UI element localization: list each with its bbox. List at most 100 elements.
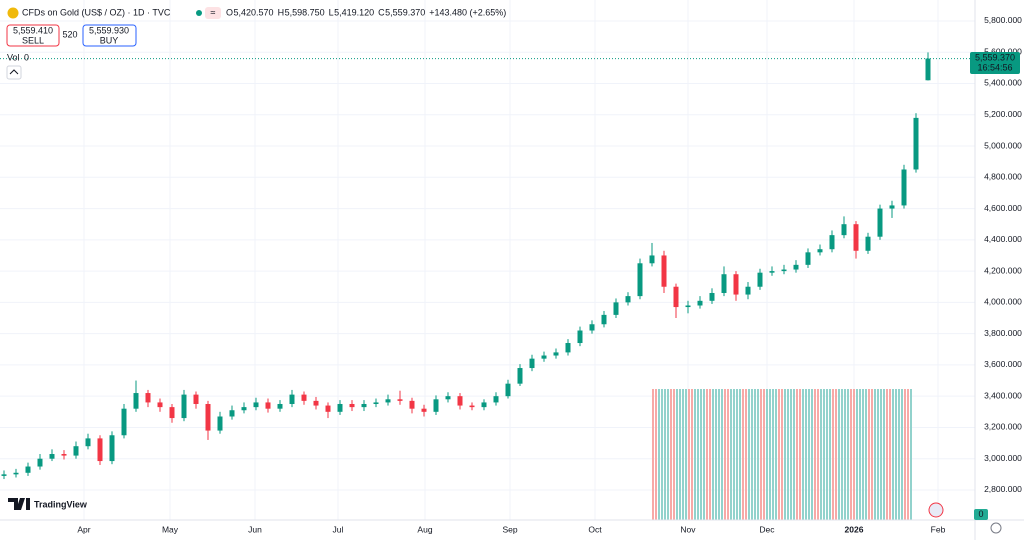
candle-body: [109, 435, 115, 462]
x-tick-label: Feb: [931, 524, 946, 534]
sell-price[interactable]: 5,559.410: [13, 25, 53, 35]
volume-stripe: [880, 389, 882, 520]
candle-body: [733, 274, 739, 295]
ohlc-legend: O 5,420.570 H 5,598.750 L 5,419.120 C 5,559.370…: [226, 7, 506, 17]
ohlc-key: H: [278, 7, 285, 17]
candle-body: [421, 408, 427, 412]
candle-body: [289, 394, 295, 404]
spread: 520: [62, 29, 77, 39]
volume-stripe: [793, 389, 795, 520]
ohlc-key: C: [378, 7, 385, 17]
candle-body: [637, 263, 643, 297]
sell-label[interactable]: SELL: [22, 35, 44, 45]
volume-stripe: [736, 389, 738, 520]
symbol-title: CFDs on Gold (US$ / OZ) · 1D · TVC: [22, 7, 171, 17]
y-tick-label: 3,600.000: [984, 359, 1022, 369]
candle-body: [745, 286, 751, 295]
candle-body: [469, 405, 475, 408]
volume-stripe: [745, 389, 747, 520]
y-tick-label: 3,000.000: [984, 453, 1022, 463]
candle-body: [169, 407, 175, 419]
sell-button[interactable]: [6, 24, 60, 47]
volume-stripe: [781, 389, 783, 520]
buy-price[interactable]: 5,559.930: [89, 25, 129, 35]
volume-stripe: [760, 389, 762, 520]
volume-stripe: [700, 389, 702, 520]
ohlc-value: 5,598.750: [285, 7, 325, 17]
candle-body: [841, 224, 847, 236]
candle-body: [625, 296, 631, 303]
volume-stripe: [721, 389, 723, 520]
candle-body: [685, 305, 691, 308]
volume-stripe: [694, 389, 696, 520]
volume-stripe: [796, 389, 798, 520]
ohlc-value: +143.480 (+2.65%): [429, 7, 506, 17]
volume-stripe: [799, 389, 801, 520]
y-tick-label: 5,200.000: [984, 109, 1022, 119]
settings-icon[interactable]: [990, 522, 1002, 534]
candle-body: [673, 286, 679, 308]
candle-body: [721, 274, 727, 293]
axes: 2,800.000 3,000.000 3,200.000 3,400.000 3,60…: [77, 15, 1022, 534]
candle-body: [517, 368, 523, 384]
collapse-button[interactable]: [6, 65, 22, 80]
candle-body: [445, 396, 451, 400]
volume-tag-value: 0: [978, 509, 983, 519]
volume-stripe: [844, 389, 846, 520]
x-tick-label: Jul: [333, 524, 344, 534]
candle-body: [229, 410, 235, 417]
y-tick-label: 5,400.000: [984, 78, 1022, 88]
candle-body: [697, 300, 703, 306]
price-tag: [970, 52, 1020, 74]
x-tick-label: Oct: [588, 524, 602, 534]
candle-body: [385, 399, 391, 403]
volume-stripe: [814, 389, 816, 520]
candle-body: [565, 343, 571, 353]
candle-body: [541, 355, 547, 359]
candle-body: [217, 416, 223, 431]
candle-body: [397, 399, 403, 401]
candle-body: [661, 255, 667, 287]
volume-stripe: [886, 389, 888, 520]
candle-body: [121, 408, 127, 436]
volume-stripe: [730, 389, 732, 520]
volume-stripe: [877, 389, 879, 520]
candle-body: [1, 474, 7, 476]
event-icon[interactable]: [928, 502, 944, 518]
candle-body: [889, 205, 895, 209]
volume-stripe: [655, 389, 657, 520]
volume-stripe: [805, 389, 807, 520]
volume-stripe: [685, 389, 687, 520]
y-tick-label: 5,000.000: [984, 140, 1022, 150]
buy-button[interactable]: [82, 24, 137, 47]
volume-stripe: [907, 389, 909, 520]
ohlc-value: 5,559.370: [385, 7, 425, 17]
candle-body: [373, 402, 379, 404]
volume-stripe: [718, 389, 720, 520]
volume-stripe: [763, 389, 765, 520]
candle-body: [325, 405, 331, 412]
volume-stripe: [739, 389, 741, 520]
volume-stripe: [676, 389, 678, 520]
volume-stripe: [784, 389, 786, 520]
volume-stripe: [682, 389, 684, 520]
x-tick-label: Dec: [759, 524, 775, 534]
volume-stripe: [868, 389, 870, 520]
volume-stripe: [664, 389, 666, 520]
candle-body: [25, 466, 31, 473]
volume-stripe: [661, 389, 663, 520]
volume-stripe: [724, 389, 726, 520]
x-tick-label: Nov: [680, 524, 696, 534]
ohlc-key: O: [226, 7, 233, 17]
volume-stripe: [790, 389, 792, 520]
ohlc-value: 5,420.570: [234, 7, 274, 17]
buy-label[interactable]: BUY: [100, 35, 119, 45]
candle-body: [817, 249, 823, 253]
candle-body: [181, 394, 187, 419]
y-tick-label: 3,400.000: [984, 390, 1022, 400]
volume-stripe: [826, 389, 828, 520]
candle-body: [553, 352, 559, 356]
candle-body: [241, 407, 247, 411]
y-tick-label: 5,600.000: [984, 46, 1022, 56]
volume-stripe: [820, 389, 822, 520]
